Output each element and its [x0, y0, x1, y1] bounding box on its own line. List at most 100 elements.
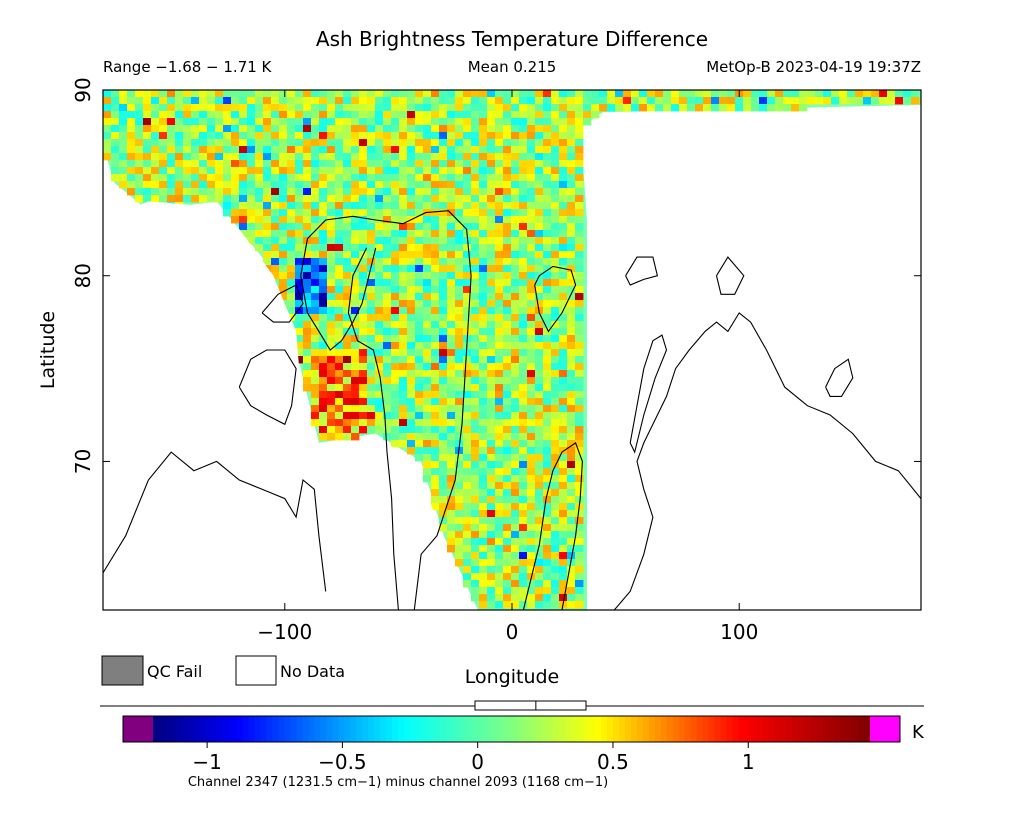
swath-cell: [471, 237, 480, 245]
swath-cell: [375, 286, 384, 294]
colorbar-cell: [553, 716, 560, 742]
swath-cell: [375, 230, 384, 238]
swath-cell: [735, 104, 744, 112]
swath-cell: [359, 370, 368, 378]
swath-cell: [647, 97, 656, 105]
swath-cell: [503, 160, 512, 168]
coastline: [715, 256, 745, 295]
swath-cell: [151, 153, 160, 161]
swath-cell: [511, 195, 520, 203]
swath-cell: [551, 209, 560, 217]
swath-cell: [519, 384, 528, 392]
swath-cell: [463, 111, 472, 119]
swath-cell: [471, 335, 480, 343]
swath-cell: [287, 237, 296, 245]
swath-cell: [551, 384, 560, 392]
swath-cell: [303, 370, 312, 378]
swath-cell: [511, 594, 520, 602]
swath-cell: [463, 391, 472, 399]
swath-cell: [719, 90, 728, 98]
colorbar-cell: [756, 716, 764, 742]
swath-cell: [319, 265, 328, 273]
swath-cell: [407, 300, 416, 308]
swath-cell: [399, 139, 408, 147]
swath-cell: [383, 286, 392, 294]
swath-cell: [399, 279, 408, 287]
swath-cell: [527, 552, 536, 560]
swath-cell: [303, 195, 312, 203]
swath-cell: [255, 153, 264, 161]
swath-cell: [367, 230, 376, 238]
swath-cell: [431, 461, 440, 469]
swath-cell: [327, 97, 336, 105]
swath-cell: [319, 104, 328, 112]
swath-cell: [519, 426, 528, 434]
swath-cell: [383, 356, 392, 364]
swath-cell: [383, 349, 392, 357]
swath-cell: [375, 188, 384, 196]
swath-cell: [415, 160, 424, 168]
swath-cell: [527, 300, 536, 308]
swath-cell: [175, 90, 184, 98]
swath-cell: [487, 552, 496, 560]
swath-cell: [151, 139, 160, 147]
swath-cell: [535, 510, 544, 518]
swath-cell: [151, 132, 160, 140]
swath-cell: [551, 139, 560, 147]
swath-cell: [383, 384, 392, 392]
swath-cell: [559, 587, 568, 595]
colorbar-cell: [302, 716, 309, 742]
swath-cell: [191, 125, 200, 133]
swath-cell: [447, 265, 456, 273]
colorbar-cell: [619, 716, 626, 742]
swath-cell: [455, 195, 464, 203]
swath-cell: [559, 398, 568, 406]
swath-cell: [351, 349, 360, 357]
swath-cell: [655, 97, 664, 105]
swath-cell: [255, 237, 264, 245]
swath-cell: [327, 349, 336, 357]
swath-cell: [311, 167, 320, 175]
swath-cell: [263, 174, 272, 182]
swath-cell: [391, 167, 400, 175]
swath-cell: [407, 412, 416, 420]
swath-cell: [431, 426, 440, 434]
swath-cell: [535, 314, 544, 322]
swath-cell: [559, 188, 568, 196]
swath-cell: [487, 132, 496, 140]
swath-cell: [167, 97, 176, 105]
swath-cell: [551, 188, 560, 196]
swath-cell: [527, 349, 536, 357]
colorbar-cell: [481, 716, 489, 742]
swath-cell: [591, 104, 600, 112]
swath-cell: [543, 531, 552, 539]
swath-cell: [511, 356, 520, 364]
swath-cell: [567, 601, 576, 609]
swath-cell: [295, 272, 304, 280]
swath-cell: [239, 209, 248, 217]
swath-cell: [239, 153, 248, 161]
swath-cell: [319, 209, 328, 217]
swath-cell: [583, 97, 592, 105]
x-tick-label: −100: [257, 620, 312, 644]
swath-cell: [335, 202, 344, 210]
swath-cell: [223, 90, 232, 98]
swath-cell: [447, 335, 456, 343]
swath-cell: [495, 195, 504, 203]
swath-cell: [399, 160, 408, 168]
swath-cell: [559, 118, 568, 126]
colorbar-caption: Channel 2347 (1231.5 cm−1) minus channel…: [188, 775, 608, 790]
swath-cell: [447, 426, 456, 434]
swath-cell: [575, 468, 584, 476]
swath-cell: [319, 223, 328, 231]
swath-cell: [527, 153, 536, 161]
swath-cell: [423, 258, 432, 266]
swath-cell: [319, 244, 328, 252]
swath-cell: [391, 412, 400, 420]
swath-cell: [431, 342, 440, 350]
swath-cell: [503, 580, 512, 588]
swath-cell: [383, 391, 392, 399]
swath-cell: [311, 293, 320, 301]
swath-cell: [519, 97, 528, 105]
swath-cell: [335, 188, 344, 196]
